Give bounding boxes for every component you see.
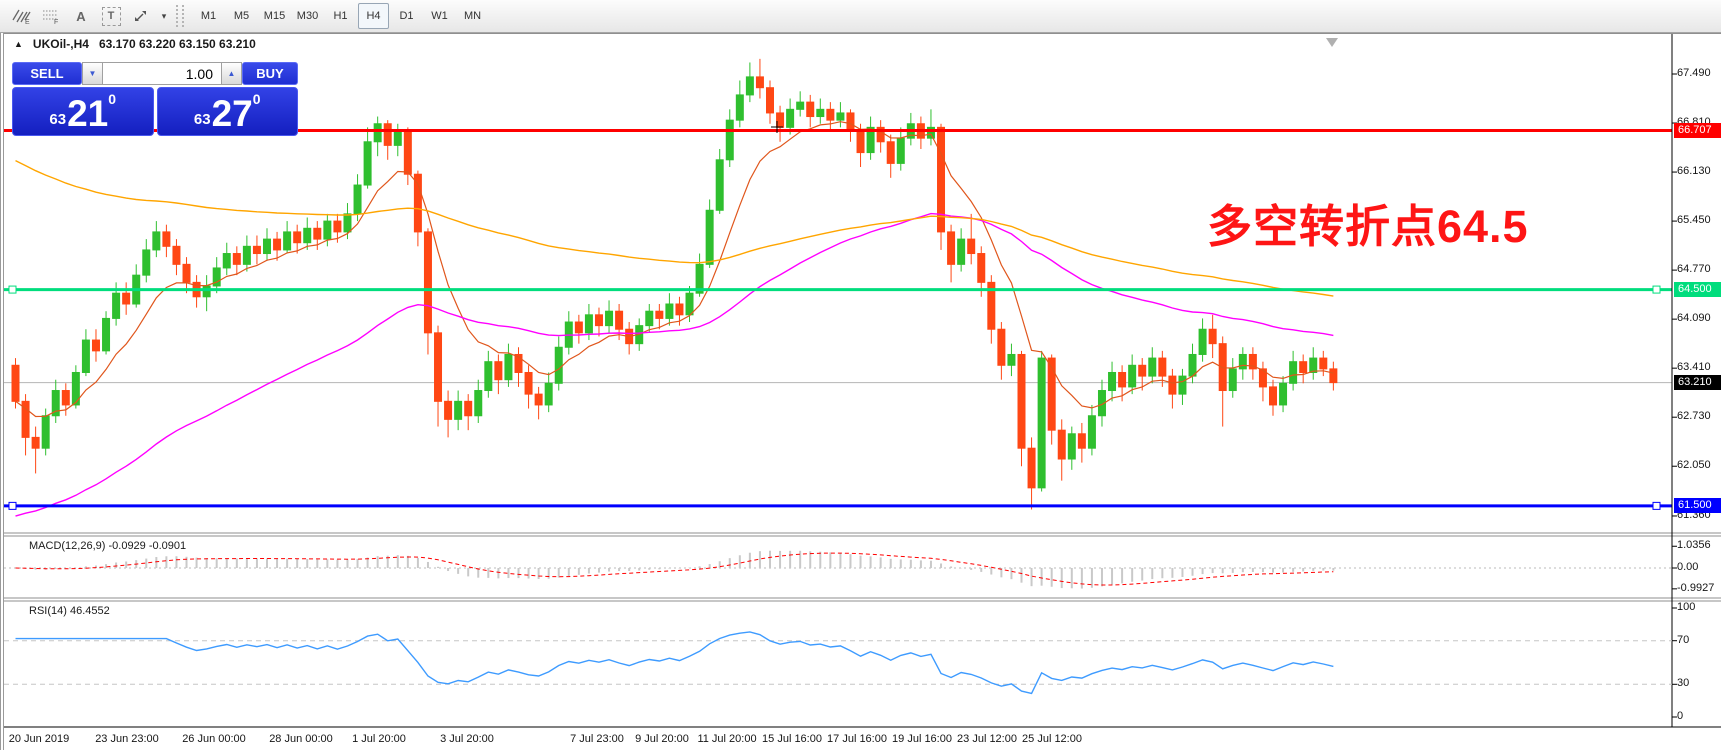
sell-price-int: 63 [49,111,67,128]
timeframe-button-mn[interactable]: MN [463,10,482,22]
timeframe-button-m30[interactable]: M30 [296,10,319,22]
timeframe-button-d1[interactable]: D1 [399,10,414,22]
buy-price-pip: 0 [252,91,261,107]
svg-text:E: E [25,19,30,25]
toolbar: E F A T ▾ M1 M5 M15 M30 H1 H4 D1 W1 MN [0,0,1721,33]
sell-price-pip: 0 [108,91,117,107]
objects-arrows-icon[interactable] [127,3,155,29]
svg-text:F: F [54,19,58,25]
timeframe-button-h1[interactable]: H1 [333,10,348,22]
volume-decrease-button[interactable]: ▼ [82,62,103,85]
ma-slow [15,159,1334,297]
rsi-line [15,631,1334,695]
macd-signal-line [15,552,1334,586]
buy-price-int: 63 [193,111,211,128]
ma-mid [15,212,1334,517]
buy-price-display[interactable]: 63 27 0 [156,87,298,136]
shift-marker-icon [1326,38,1338,47]
toolbar-grip [176,5,184,27]
timeframe-button-w1[interactable]: W1 [431,10,448,22]
timeframe-button-m5[interactable]: M5 [233,10,250,22]
dropdown-caret-icon[interactable]: ▾ [161,10,167,21]
expert-icon[interactable]: E [7,3,35,29]
chart-canvas[interactable] [4,33,1721,750]
timeframe-button-m1[interactable]: M1 [200,10,217,22]
timeframe-button-h4[interactable]: H4 [358,3,389,29]
timeframe-bar: M1 M5 M15 M30 H1 H4 D1 W1 MN [192,3,489,29]
sell-price-main: 21 [67,93,109,134]
buy-price-main: 27 [211,93,253,134]
timeframe-button-m15[interactable]: M15 [263,10,286,22]
indicators-icon[interactable]: F [37,3,65,29]
ma-fast [15,121,1334,418]
chart-area: ▲ UKOil-,H4 63.170 63.220 63.150 63.210 … [0,33,1721,750]
sell-button[interactable]: SELL [12,62,82,85]
one-click-trade-panel: SELL ▼ ▲ BUY 63 21 0 63 27 0 [12,62,298,136]
sell-price-display[interactable]: 63 21 0 [12,87,154,136]
text-box-icon[interactable]: T [97,3,125,29]
volume-input[interactable] [103,62,221,85]
volume-increase-button[interactable]: ▲ [221,62,242,85]
buy-button[interactable]: BUY [242,62,298,85]
text-label-icon[interactable]: A [76,8,86,24]
